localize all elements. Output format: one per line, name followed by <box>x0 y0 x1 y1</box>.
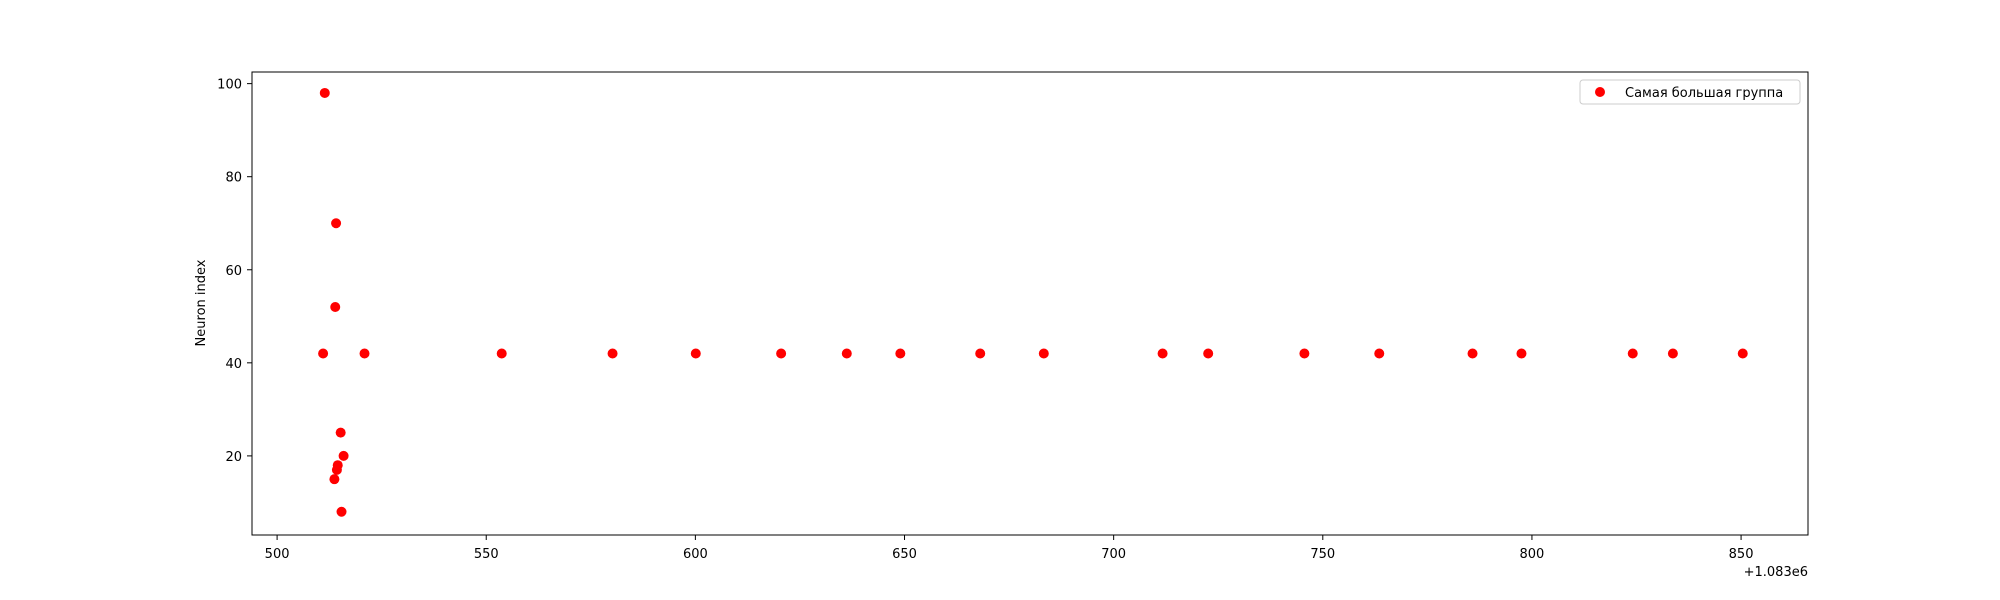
data-point <box>776 348 787 359</box>
legend-box <box>1579 79 1801 105</box>
data-points <box>318 87 1748 517</box>
data-point <box>319 87 330 98</box>
y-tick-label: 100 <box>217 78 242 93</box>
data-point <box>841 348 852 359</box>
data-point <box>1667 348 1678 359</box>
data-point <box>329 474 340 485</box>
data-point <box>1737 348 1748 359</box>
legend-marker <box>1595 87 1605 97</box>
x-tick-label: 650 <box>892 547 917 562</box>
data-point <box>336 506 347 517</box>
y-tick-label: 80 <box>225 171 242 186</box>
data-point <box>1627 348 1638 359</box>
legend: Самая большая группа <box>1579 79 1801 105</box>
data-point <box>895 348 906 359</box>
data-point <box>359 348 370 359</box>
plot-frame <box>251 71 1809 536</box>
data-point <box>1467 348 1478 359</box>
legend-series-label: Самая большая группа <box>1625 86 1783 101</box>
x-tick-label: 750 <box>1310 547 1335 562</box>
data-point <box>607 348 618 359</box>
data-point <box>1157 348 1168 359</box>
data-point <box>332 460 343 471</box>
x-tick-label: 600 <box>683 547 708 562</box>
data-point <box>338 450 349 461</box>
plot-background <box>252 72 1808 535</box>
data-point <box>496 348 507 359</box>
y-axis-label: Neuron index <box>194 259 209 346</box>
y-tick-label: 40 <box>225 357 242 372</box>
data-point <box>1203 348 1214 359</box>
x-axis-offset-label: +1.083e6 <box>1744 565 1808 580</box>
y-axis-ticks: 20 40 60 80 100 <box>217 78 252 465</box>
data-point <box>1516 348 1527 359</box>
data-point <box>1299 348 1310 359</box>
x-tick-label: 500 <box>265 547 290 562</box>
data-point <box>330 301 341 312</box>
x-axis-ticks: 500 550 600 650 700 750 800 850 <box>265 535 1754 562</box>
x-tick-label: 550 <box>474 547 499 562</box>
data-point <box>331 218 342 229</box>
y-tick-label: 20 <box>225 450 242 465</box>
x-tick-label: 800 <box>1520 547 1545 562</box>
data-point <box>1374 348 1385 359</box>
data-point <box>1038 348 1049 359</box>
x-tick-label: 850 <box>1729 547 1754 562</box>
x-tick-label: 700 <box>1101 547 1126 562</box>
y-tick-label: 60 <box>225 264 242 279</box>
data-point <box>318 348 329 359</box>
data-point <box>335 427 346 438</box>
data-point <box>690 348 701 359</box>
data-point <box>975 348 986 359</box>
